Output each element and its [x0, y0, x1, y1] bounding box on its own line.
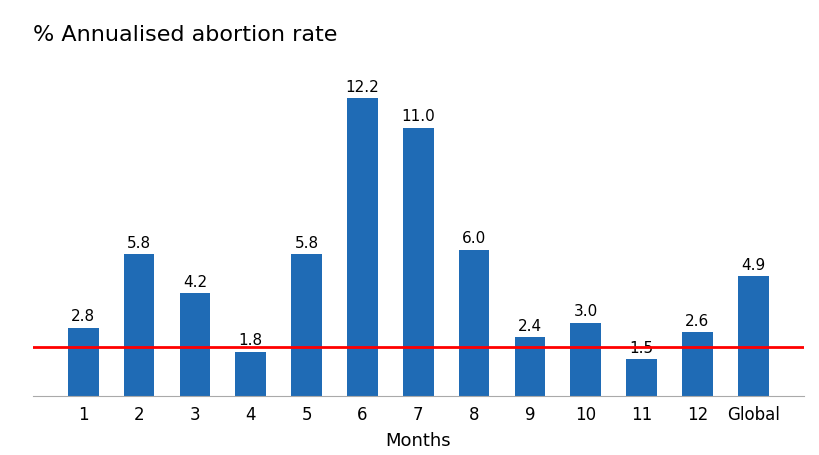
Text: 3.0: 3.0: [572, 304, 597, 319]
Text: 11.0: 11.0: [400, 109, 435, 124]
Bar: [458, 250, 489, 396]
Bar: [68, 328, 98, 396]
Text: 5.8: 5.8: [127, 236, 151, 251]
Bar: [235, 352, 265, 396]
Text: 2.4: 2.4: [517, 318, 541, 334]
Text: 4.2: 4.2: [183, 275, 206, 290]
Bar: [402, 128, 433, 396]
Bar: [737, 276, 767, 396]
Text: 2.6: 2.6: [685, 314, 708, 329]
Bar: [514, 337, 545, 396]
Text: 2.8: 2.8: [71, 309, 95, 324]
Text: 5.8: 5.8: [294, 236, 319, 251]
Bar: [626, 359, 656, 396]
Text: % Annualised abortion rate: % Annualised abortion rate: [33, 25, 337, 45]
Text: 12.2: 12.2: [345, 80, 378, 95]
Bar: [681, 333, 712, 396]
X-axis label: Months: Months: [385, 432, 450, 450]
Bar: [124, 254, 154, 396]
Bar: [179, 293, 210, 396]
Text: 1.5: 1.5: [629, 341, 653, 356]
Text: 6.0: 6.0: [461, 231, 486, 246]
Bar: [291, 254, 322, 396]
Text: 1.8: 1.8: [238, 334, 262, 349]
Bar: [346, 98, 378, 396]
Text: 4.9: 4.9: [740, 258, 764, 273]
Bar: [570, 323, 600, 396]
